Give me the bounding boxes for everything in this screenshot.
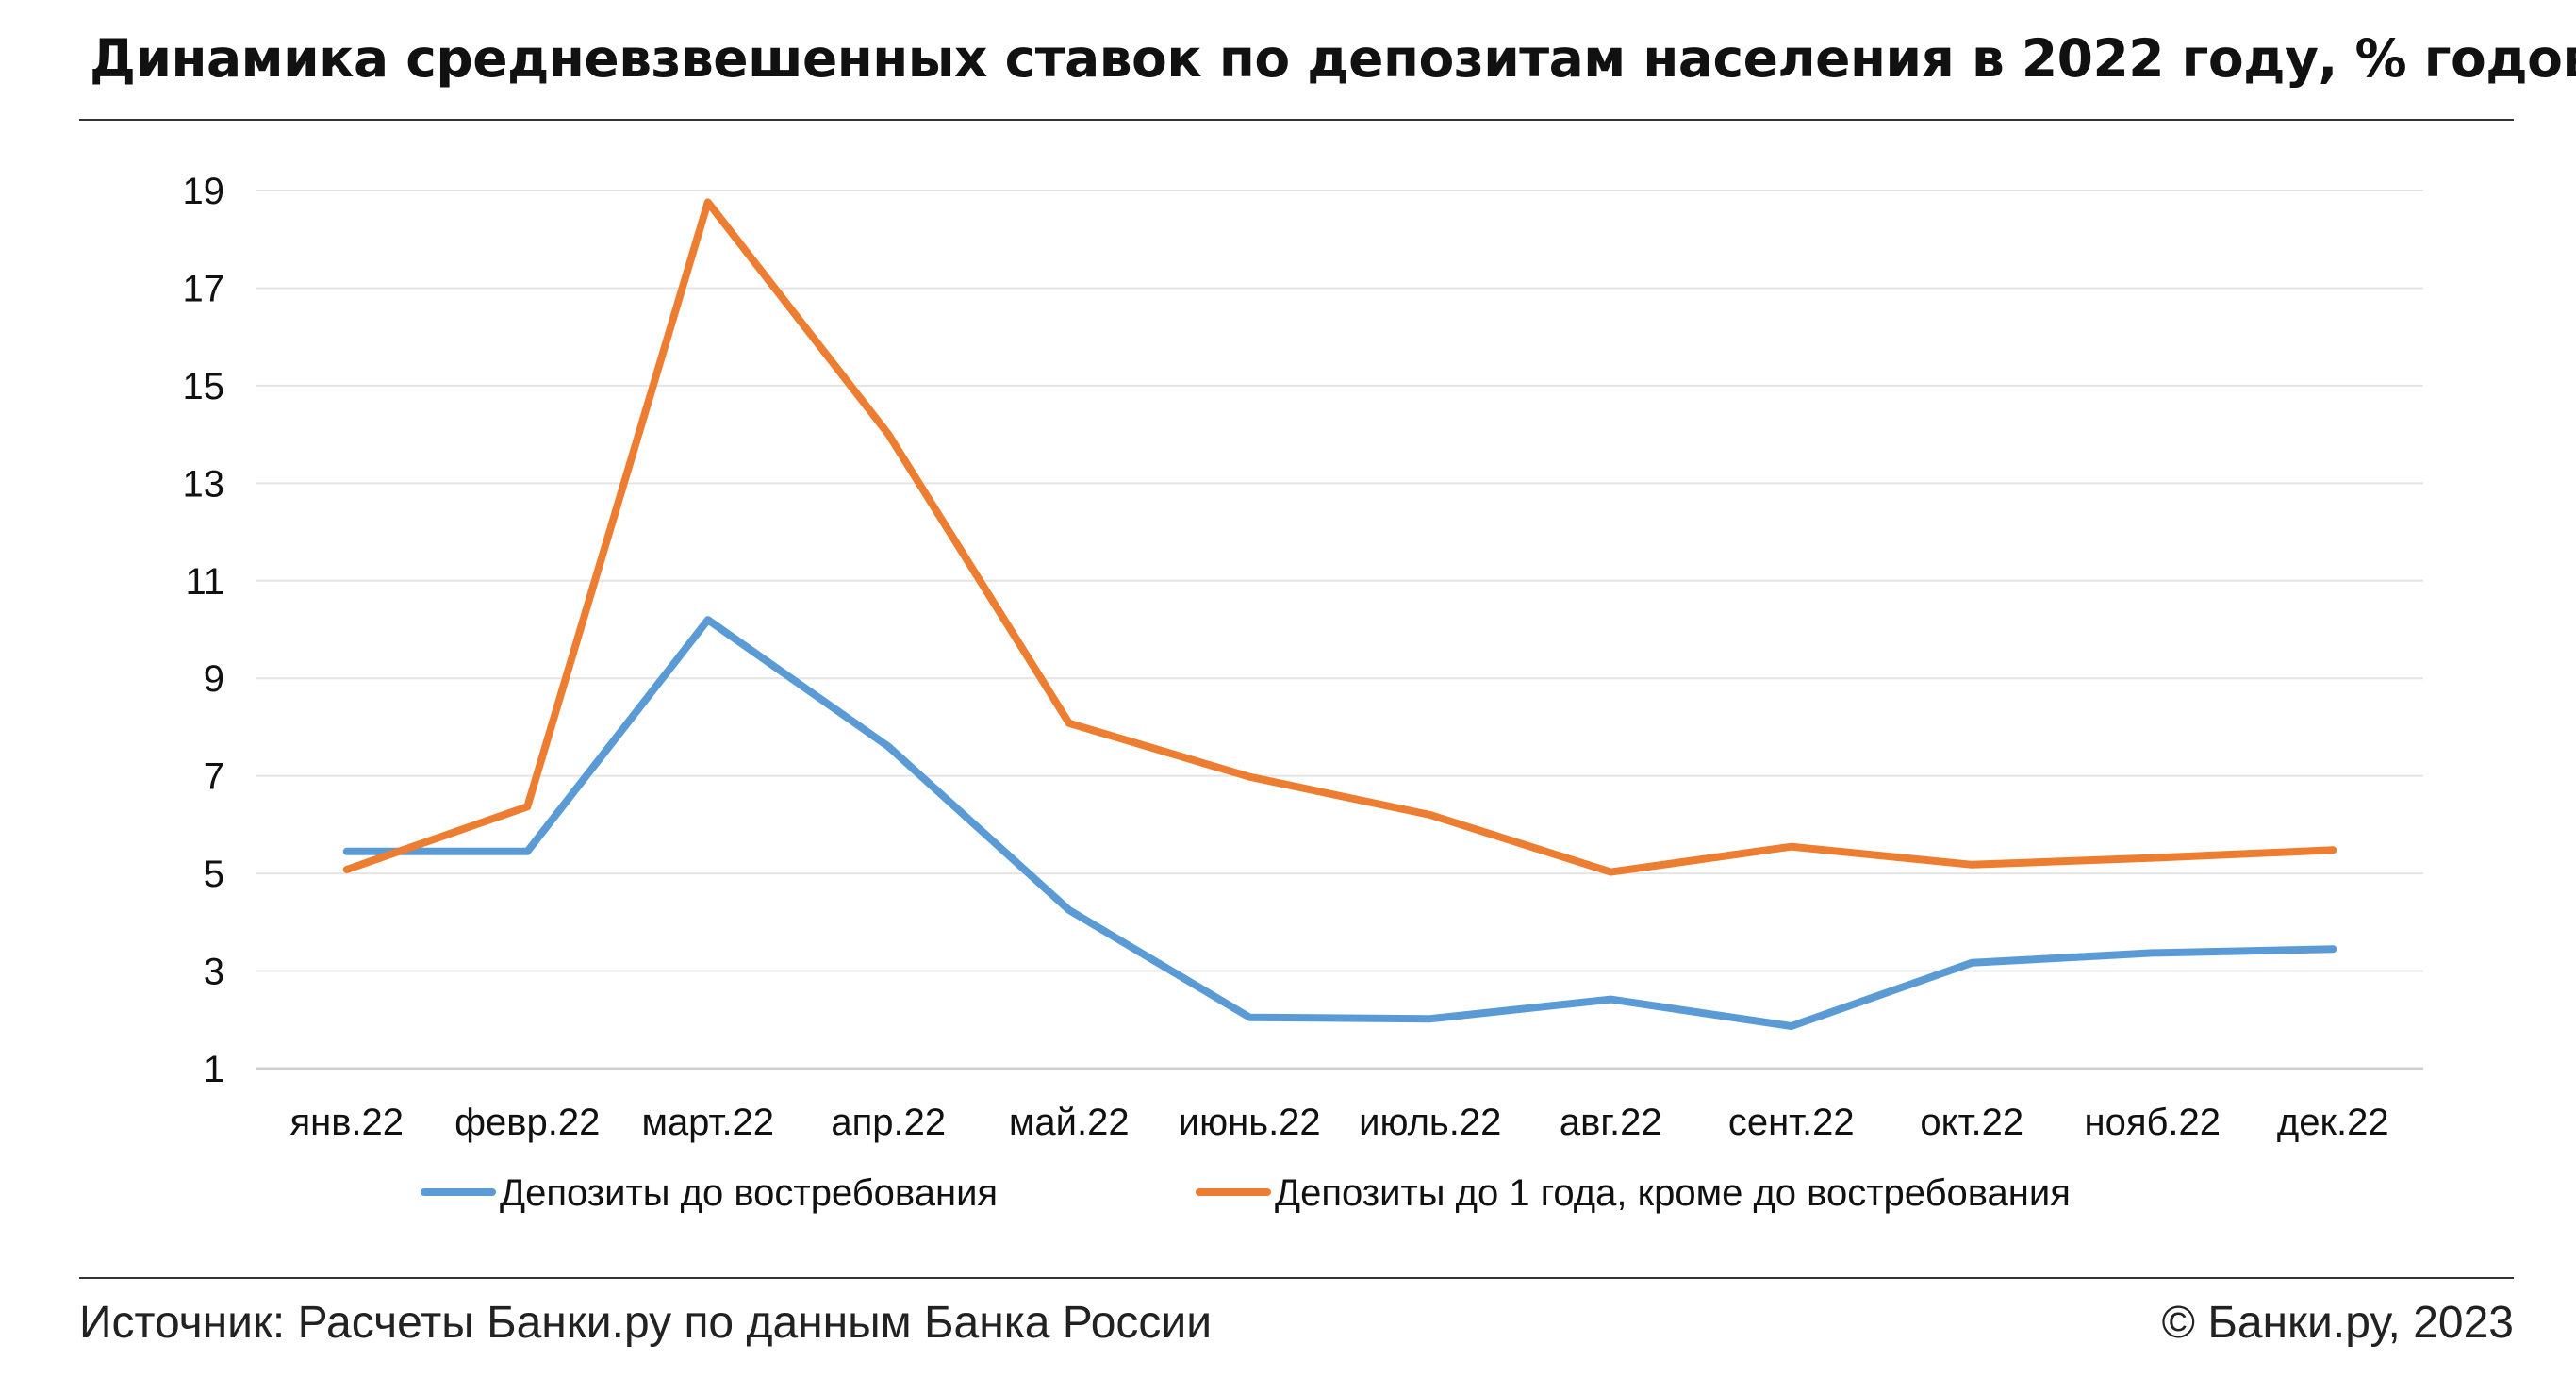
title-divider bbox=[79, 119, 2514, 121]
y-tick-label: 9 bbox=[204, 658, 224, 700]
y-tick-label: 11 bbox=[185, 561, 224, 603]
y-tick-label: 5 bbox=[204, 854, 224, 895]
y-tick-label: 17 bbox=[183, 268, 225, 309]
x-axis: янв.22 февр.22 март.22 апр.22 май.22 июнь.22 и… bbox=[256, 1067, 2423, 1143]
y-tick-label: 19 bbox=[183, 171, 225, 212]
x-tick-label: авг.22 bbox=[1560, 1102, 1662, 1143]
chart-title: Динамика средневзвешенных ставок по депо… bbox=[90, 28, 2576, 89]
series-line-1 bbox=[342, 616, 2337, 1030]
series-line-2 bbox=[342, 198, 2337, 876]
x-tick-label: нояб.22 bbox=[2084, 1102, 2221, 1143]
x-tick-label: июль.22 bbox=[1359, 1102, 1501, 1143]
x-tick-label: март.22 bbox=[641, 1102, 774, 1143]
series-lines bbox=[342, 198, 2337, 1030]
x-tick-label: февр.22 bbox=[454, 1102, 600, 1143]
y-tick-label: 7 bbox=[204, 756, 224, 798]
y-tick-label: 13 bbox=[183, 463, 225, 505]
copyright-note: © Банки.ру, 2023 bbox=[2161, 1298, 2514, 1348]
legend-label-2: Депозиты до 1 года, кроме до востребован… bbox=[1275, 1172, 2071, 1214]
y-tick-label: 1 bbox=[204, 1049, 224, 1090]
x-tick-label: окт.22 bbox=[1920, 1102, 2023, 1143]
legend: Депозиты до востребования Депозиты до 1 г… bbox=[421, 1172, 2071, 1214]
x-tick-label: апр.22 bbox=[831, 1102, 946, 1143]
x-tick-label: май.22 bbox=[1009, 1102, 1130, 1143]
x-tick-label: янв.22 bbox=[289, 1102, 404, 1143]
y-tick-label: 3 bbox=[204, 952, 224, 993]
x-tick-label: июнь.22 bbox=[1179, 1102, 1321, 1143]
legend-label-1: Депозиты до востребования bbox=[500, 1172, 998, 1214]
x-tick-label: сент.22 bbox=[1728, 1102, 1855, 1143]
footer-divider bbox=[79, 1277, 2514, 1279]
y-tick-label: 15 bbox=[183, 366, 225, 407]
source-note: Источник: Расчеты Банки.ру по данным Бан… bbox=[79, 1298, 1213, 1348]
x-tick-label: дек.22 bbox=[2277, 1102, 2389, 1143]
grid-lines bbox=[256, 190, 2423, 972]
